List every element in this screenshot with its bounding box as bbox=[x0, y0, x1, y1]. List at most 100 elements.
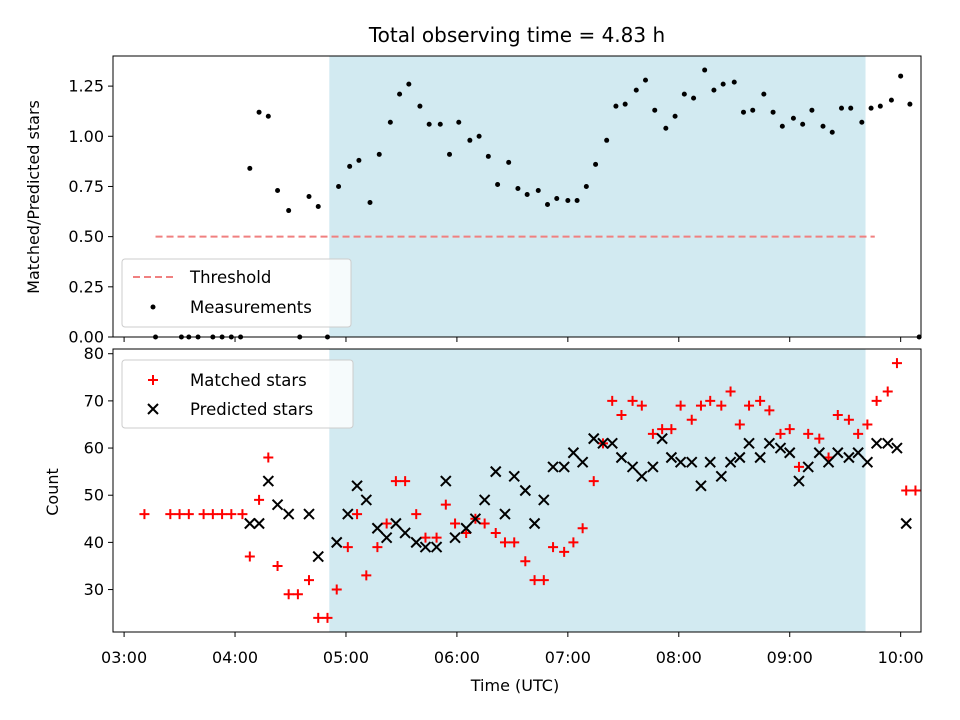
x-tick-label: 08:00 bbox=[656, 648, 702, 667]
matched-star-point bbox=[901, 485, 912, 496]
matched-star-point bbox=[862, 419, 873, 430]
measurement-point bbox=[868, 105, 874, 111]
predicted-star-point bbox=[460, 522, 472, 534]
x-axis-label: Time (UTC) bbox=[470, 676, 559, 695]
predicted-star-point bbox=[774, 442, 787, 454]
y-tick-label: 0.50 bbox=[68, 227, 104, 246]
predicted-star-point bbox=[567, 447, 580, 459]
y-tick-label: 0.25 bbox=[68, 277, 104, 296]
predicted-star-point bbox=[852, 447, 864, 459]
measurement-point bbox=[604, 137, 610, 143]
matched-stars-legend-swatch bbox=[148, 375, 158, 385]
matched-star-point bbox=[479, 518, 490, 529]
measurement-point bbox=[397, 91, 403, 97]
predicted-star-point bbox=[262, 475, 275, 487]
predicted-star-point bbox=[724, 456, 737, 468]
measurement-point bbox=[574, 198, 580, 204]
matched-star-point bbox=[183, 509, 194, 520]
matched-star-point bbox=[207, 509, 218, 520]
measurement-point bbox=[417, 103, 423, 109]
x-tick-label: 04:00 bbox=[212, 648, 258, 667]
predicted-star-point bbox=[410, 536, 422, 549]
predicted-star-point bbox=[430, 541, 443, 553]
predicted-star-point bbox=[342, 508, 354, 520]
predicted-star-point bbox=[390, 517, 402, 530]
measurement-point bbox=[545, 202, 551, 208]
predicted-star-point bbox=[399, 527, 411, 539]
matched-star-point bbox=[390, 476, 401, 487]
matched-star-point bbox=[910, 485, 921, 496]
matched-star-point bbox=[814, 433, 825, 444]
predicted-star-point bbox=[576, 456, 589, 468]
matched-star-point bbox=[381, 518, 392, 529]
matched-star-point bbox=[716, 400, 727, 411]
observing-window-span bbox=[329, 349, 866, 632]
measurement-point bbox=[565, 198, 571, 204]
predicted-star-point bbox=[312, 550, 324, 563]
x-marker bbox=[147, 403, 159, 415]
predicted-star-point bbox=[802, 461, 814, 473]
measurement-point bbox=[702, 67, 708, 73]
measurement-point bbox=[306, 194, 312, 199]
y-tick-label: 70 bbox=[84, 391, 104, 410]
measurement-point bbox=[838, 105, 844, 111]
measurement-point bbox=[770, 109, 776, 115]
bottom-y-ticks: 30 40 50 60 70 80 bbox=[84, 344, 113, 599]
bottom-y-axis-label: Count bbox=[43, 468, 62, 516]
matched-star-point bbox=[174, 509, 185, 520]
predicted-star-point bbox=[499, 508, 511, 520]
matched-star-point bbox=[686, 414, 697, 425]
matched-star-point bbox=[450, 518, 461, 529]
matched-star-point bbox=[440, 499, 451, 510]
matched-star-point bbox=[559, 546, 570, 557]
predicted-star-point bbox=[615, 451, 628, 464]
matched-star-point bbox=[891, 358, 902, 369]
matched-star-point bbox=[793, 461, 804, 472]
top-axes-frame bbox=[112, 55, 922, 338]
measurements-legend-label: Measurements bbox=[190, 298, 312, 317]
matched-star-point bbox=[548, 542, 559, 553]
matched-star-point bbox=[647, 428, 658, 439]
chart-title: Total observing time = 4.83 h bbox=[368, 23, 665, 47]
matched-star-point bbox=[764, 405, 775, 416]
measurement-point bbox=[613, 103, 619, 109]
predicted-star-point bbox=[734, 451, 746, 464]
measurement-point bbox=[275, 187, 281, 193]
measurement-point bbox=[593, 161, 599, 167]
matched-star-point bbox=[627, 395, 638, 406]
bottom-axes-frame bbox=[112, 348, 922, 633]
predicted-star-point bbox=[538, 494, 550, 506]
measurement-point bbox=[356, 157, 362, 163]
predicted-star-point bbox=[704, 456, 716, 468]
predicted-star-point bbox=[686, 456, 698, 468]
measurement-point bbox=[809, 107, 815, 113]
matched-star-point bbox=[499, 537, 510, 548]
matched-star-point bbox=[695, 400, 706, 411]
predicted-star-point bbox=[419, 541, 432, 553]
predicted-star-point bbox=[597, 437, 609, 450]
predicted-star-point bbox=[519, 484, 532, 497]
matched-star-point bbox=[420, 532, 431, 543]
matched-star-point bbox=[283, 589, 294, 600]
observing-window-span bbox=[329, 56, 866, 337]
top-observing-window bbox=[329, 56, 866, 337]
y-tick-label: 50 bbox=[84, 486, 104, 505]
matched-star-point bbox=[520, 556, 531, 567]
predicted-star-point bbox=[606, 437, 618, 450]
top-y-ticks: 0.00 0.25 0.50 0.75 1.00 1.25 bbox=[68, 77, 113, 347]
y-tick-label: 80 bbox=[84, 344, 104, 363]
measurement-point bbox=[877, 103, 883, 109]
matched-star-point bbox=[734, 419, 745, 430]
top-legend-box bbox=[121, 258, 352, 328]
measurement-point bbox=[437, 121, 443, 127]
top-legend: Threshold Measurements bbox=[121, 258, 352, 328]
measurement-point bbox=[456, 119, 462, 125]
matched-star-point bbox=[577, 523, 588, 534]
predicted-star-point bbox=[784, 447, 796, 459]
threshold-legend-label: Threshold bbox=[189, 268, 271, 287]
measurement-point bbox=[476, 133, 482, 139]
matched-star-point bbox=[803, 428, 814, 439]
y-tick-label: 30 bbox=[84, 580, 104, 599]
matched-star-point bbox=[226, 509, 237, 520]
